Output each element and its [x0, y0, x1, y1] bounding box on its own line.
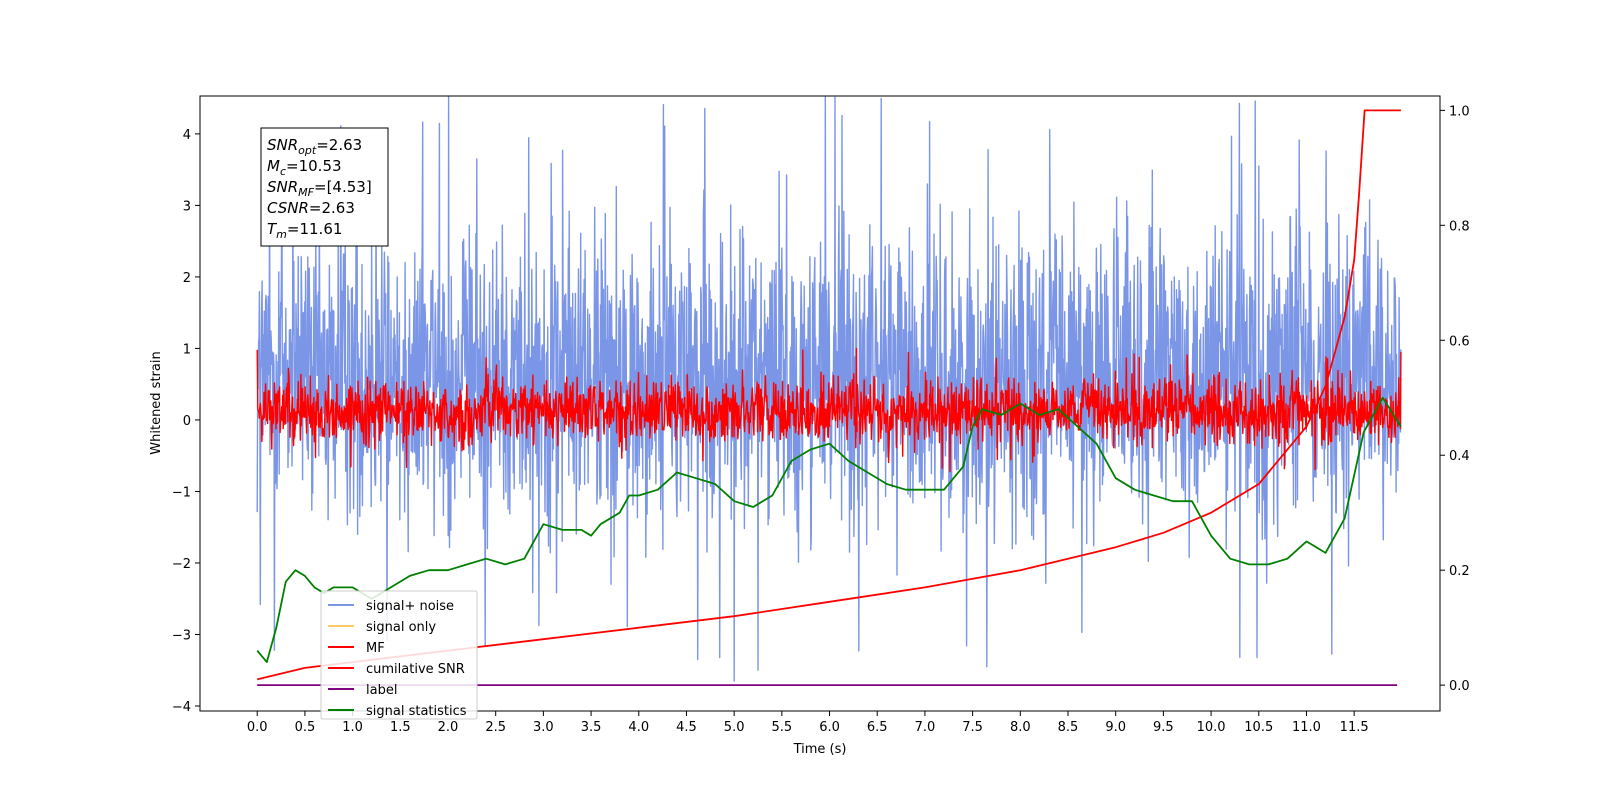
left-y-tick-label: −1 [172, 485, 191, 500]
left-y-tick-label: 0 [183, 414, 191, 429]
x-tick-label: 0.5 [295, 720, 316, 735]
right-y-tick-label: 1.0 [1449, 104, 1470, 119]
annotation-frame [260, 127, 389, 247]
x-tick-label: 4.5 [676, 720, 697, 735]
x-tick-label: 8.5 [1058, 720, 1079, 735]
x-tick-label: 0.0 [247, 720, 268, 735]
series-line-0 [256, 96, 1402, 682]
x-tick-label: 2.5 [485, 720, 506, 735]
y-axis-label: Whitened strain [149, 351, 164, 454]
x-tick-label: 7.0 [915, 720, 936, 735]
series-line-1 [256, 347, 1402, 473]
x-tick-label: 6.0 [819, 720, 840, 735]
left-y-tick-label: 1 [183, 342, 191, 357]
legend: signal+ noise signal only MF cumilative SNR… [320, 590, 478, 720]
right-y-tick-label: 0.0 [1449, 679, 1470, 694]
left-y-tick-label: −2 [172, 557, 191, 572]
x-tick-label: 4.0 [628, 720, 649, 735]
left-y-axis-ticks: −4 −3 −2 −1 0 1 2 3 4 [172, 128, 200, 715]
legend-label: signal only [366, 620, 436, 635]
x-tick-label: 5.5 [772, 720, 793, 735]
x-axis-label: Time (s) [793, 742, 847, 757]
annotation-line: SNRMF=[4.53] [267, 178, 372, 199]
x-tick-label: 3.0 [533, 720, 554, 735]
x-tick-label: 1.5 [390, 720, 411, 735]
annotation-line: CSNR=2.63 [267, 199, 355, 217]
x-tick-label: 11.5 [1340, 720, 1369, 735]
left-y-tick-label: 3 [183, 199, 191, 214]
legend-label: signal statistics [366, 704, 467, 719]
x-tick-label: 8.0 [1010, 720, 1031, 735]
left-y-tick-label: −3 [172, 628, 191, 643]
right-y-tick-label: 0.6 [1449, 334, 1470, 349]
legend-frame [320, 590, 478, 720]
annotation-line: Mc=10.53 [267, 157, 342, 178]
x-tick-label: 6.5 [867, 720, 888, 735]
left-y-tick-label: 4 [183, 128, 191, 143]
right-y-tick-label: 0.2 [1449, 564, 1470, 579]
x-tick-label: 9.5 [1153, 720, 1174, 735]
right-y-axis-ticks: 0.0 0.2 0.4 0.6 0.8 1.0 [1440, 104, 1470, 694]
legend-label: cumilative SNR [366, 662, 465, 677]
right-y-tick-label: 0.4 [1449, 449, 1470, 464]
x-tick-label: 10.5 [1244, 720, 1273, 735]
annotation-line: SNRopt=2.63 [267, 136, 362, 157]
x-tick-label: 11.0 [1292, 720, 1321, 735]
legend-label: label [366, 683, 397, 698]
axes-frame [199, 95, 1441, 712]
x-tick-label: 5.0 [724, 720, 745, 735]
left-y-tick-label: −4 [172, 700, 191, 715]
legend-label: MF [366, 641, 385, 656]
left-y-tick-label: 2 [183, 271, 191, 286]
x-tick-label: 10.0 [1197, 720, 1226, 735]
series-line-2 [256, 109, 1401, 681]
annotation-line: Tm=11.61 [267, 220, 342, 241]
x-axis-ticks: 0.0 0.5 1.0 1.5 2.0 2.5 3.0 3.5 4.0 4.5 5.0 5.5 6.0 6… [247, 711, 1369, 735]
x-tick-label: 1.0 [342, 720, 363, 735]
x-tick-label: 3.5 [581, 720, 602, 735]
x-tick-label: 7.5 [962, 720, 983, 735]
right-y-tick-label: 0.8 [1449, 219, 1470, 234]
x-tick-label: 9.0 [1105, 720, 1126, 735]
annotation-box: SNRopt=2.63Mc=10.53SNRMF=[4.53]CSNR=2.63… [260, 127, 389, 247]
legend-label: signal+ noise [366, 599, 454, 614]
x-tick-label: 2.0 [438, 720, 459, 735]
series-line-4 [256, 396, 1402, 663]
